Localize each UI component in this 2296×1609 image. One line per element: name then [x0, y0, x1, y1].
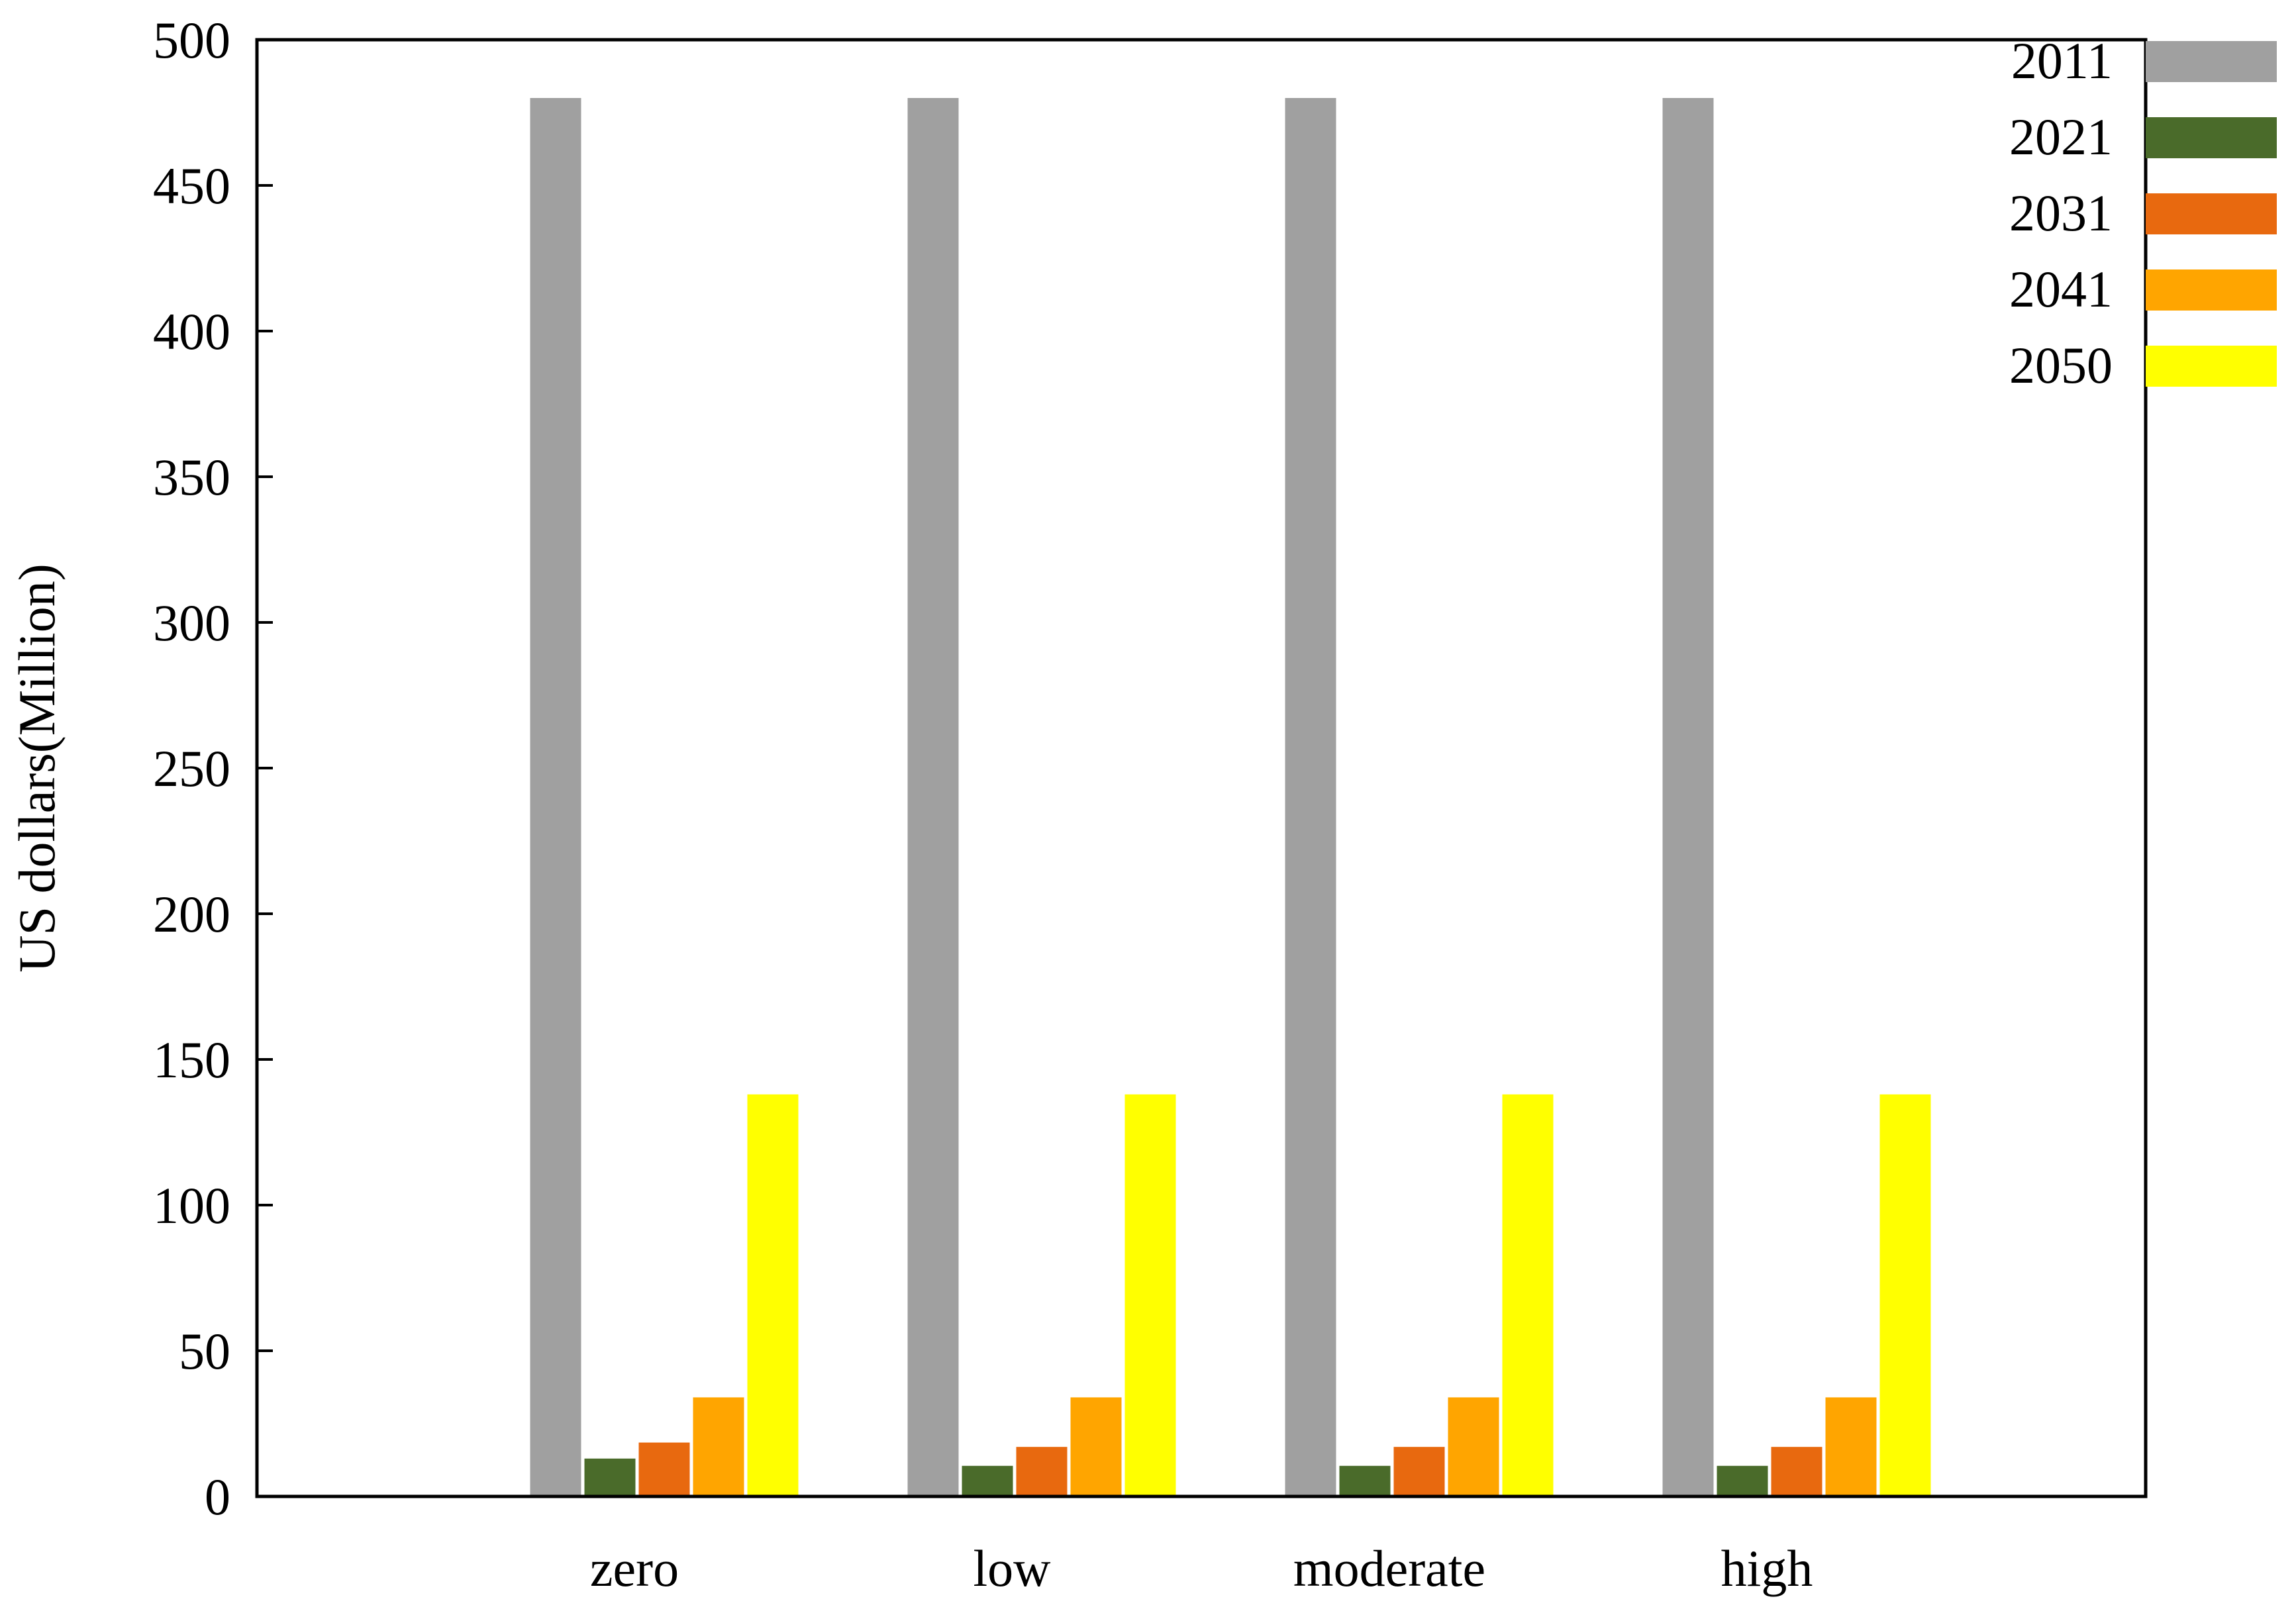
bar-zero-2041 — [693, 1397, 744, 1496]
y-tick-label: 300 — [153, 594, 230, 652]
x-category-label: low — [973, 1539, 1051, 1597]
x-axis: zero low moderate high — [590, 1539, 1813, 1597]
legend-swatch-2050 — [2146, 346, 2277, 387]
bar-zero-2031 — [638, 1442, 690, 1496]
y-tick-label: 250 — [153, 740, 230, 797]
bar-moderate-2041 — [1448, 1397, 1499, 1496]
legend-label-2011: 2011 — [2011, 32, 2113, 89]
legend-label-2031: 2031 — [2009, 184, 2113, 242]
y-tick-label: 100 — [153, 1177, 230, 1234]
bar-high-2021 — [1717, 1465, 1768, 1496]
bar-moderate-2021 — [1339, 1465, 1391, 1496]
bar-zero-2021 — [584, 1458, 636, 1496]
y-tick-label: 500 — [153, 11, 230, 69]
bar-low-2021 — [962, 1465, 1013, 1496]
x-category-label: high — [1721, 1539, 1813, 1597]
bars-layer — [530, 98, 1931, 1496]
bar-high-2011 — [1662, 98, 1714, 1496]
bar-high-2041 — [1825, 1397, 1877, 1496]
x-category-label: moderate — [1293, 1539, 1485, 1597]
bar-high-2050 — [1879, 1094, 1931, 1496]
legend: 2011 2021 2031 2041 2050 — [2009, 32, 2277, 394]
y-tick-label: 350 — [153, 448, 230, 506]
bar-low-2050 — [1124, 1094, 1176, 1496]
bar-zero-2011 — [530, 98, 581, 1496]
y-axis-title: US dollars(Million) — [8, 563, 66, 973]
legend-swatch-2011 — [2146, 41, 2277, 82]
y-tick-label: 150 — [153, 1031, 230, 1089]
bar-moderate-2031 — [1393, 1447, 1445, 1496]
y-tick-label: 200 — [153, 885, 230, 943]
legend-label-2050: 2050 — [2009, 336, 2113, 394]
bar-high-2031 — [1771, 1447, 1822, 1496]
legend-swatch-2021 — [2146, 117, 2277, 158]
legend-swatch-2041 — [2146, 269, 2277, 311]
x-category-label: zero — [590, 1539, 679, 1597]
legend-label-2021: 2021 — [2009, 108, 2113, 166]
bar-low-2031 — [1016, 1447, 1068, 1496]
bar-zero-2050 — [747, 1094, 799, 1496]
y-tick-label: 400 — [153, 303, 230, 360]
y-tick-label: 450 — [153, 157, 230, 215]
bar-moderate-2011 — [1285, 98, 1336, 1496]
bar-low-2011 — [907, 98, 959, 1496]
bar-moderate-2050 — [1502, 1094, 1554, 1496]
bar-low-2041 — [1070, 1397, 1122, 1496]
y-tick-label: 50 — [179, 1322, 230, 1380]
legend-label-2041: 2041 — [2009, 260, 2113, 318]
y-tick-label: 0 — [205, 1468, 230, 1526]
legend-swatch-2031 — [2146, 193, 2277, 234]
y-axis: 0 50 100 150 200 250 300 350 400 450 500 — [153, 11, 273, 1526]
